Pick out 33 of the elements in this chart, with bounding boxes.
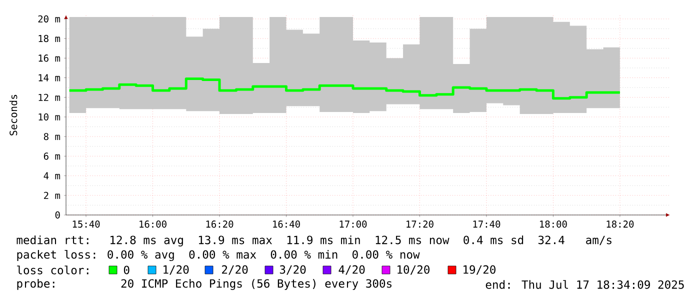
y-tick-label: 16 m xyxy=(38,54,60,62)
y-tick-label: 6 m xyxy=(44,152,60,160)
y-tick-label: 2 m xyxy=(44,192,60,199)
x-tick-label: 18:00 xyxy=(540,220,567,228)
y-tick-label: 10 m xyxy=(38,113,60,121)
y-tick-label: 12 m xyxy=(38,94,60,101)
text: packet loss: 0.00 % avg 0.00 % max 0.00 % min 0.00 % now xyxy=(17,250,420,262)
text: 3/20 xyxy=(280,265,306,275)
y-axis-title: Seconds xyxy=(9,94,18,136)
x-tick-label: 17:00 xyxy=(340,220,367,228)
text: loss color: xyxy=(17,266,88,274)
y-tick-label: 20 m xyxy=(38,15,60,23)
x-tick-label: 15:40 xyxy=(72,220,100,228)
text: end: Thu Jul 17 18:34:09 2025 xyxy=(486,280,684,289)
text: 19/20 xyxy=(464,265,496,275)
x-tick-label: 17:20 xyxy=(406,220,434,228)
x-tick-label: 16:40 xyxy=(273,220,300,228)
x-tick-label: 16:00 xyxy=(140,220,166,228)
text: 2/20 xyxy=(222,265,248,275)
text: 10/20 xyxy=(398,265,430,275)
text: 4/20 xyxy=(338,265,365,275)
y-tick-label: 0 xyxy=(55,211,60,219)
text: 0 xyxy=(124,266,130,274)
x-tick-label: 18:20 xyxy=(606,220,634,228)
text: probe: 20 ICMP Echo Pings (56 Bytes) every 300s xyxy=(17,278,392,290)
x-tick-label: 17:40 xyxy=(473,220,500,228)
y-tick-label: 4 m xyxy=(44,172,60,180)
text: median rtt: 12.8 ms avg 13.9 ms max 11.9 ms min 12.5 ms now 0.4 ms sd 32.4 am/s xyxy=(16,235,612,246)
text: 1/20 xyxy=(164,265,189,275)
y-tick-label: 18 m xyxy=(38,34,60,42)
y-tick-label: 8 m xyxy=(44,132,60,140)
x-tick-label: 16:20 xyxy=(206,220,234,228)
y-tick-label: 14 m xyxy=(38,74,60,82)
